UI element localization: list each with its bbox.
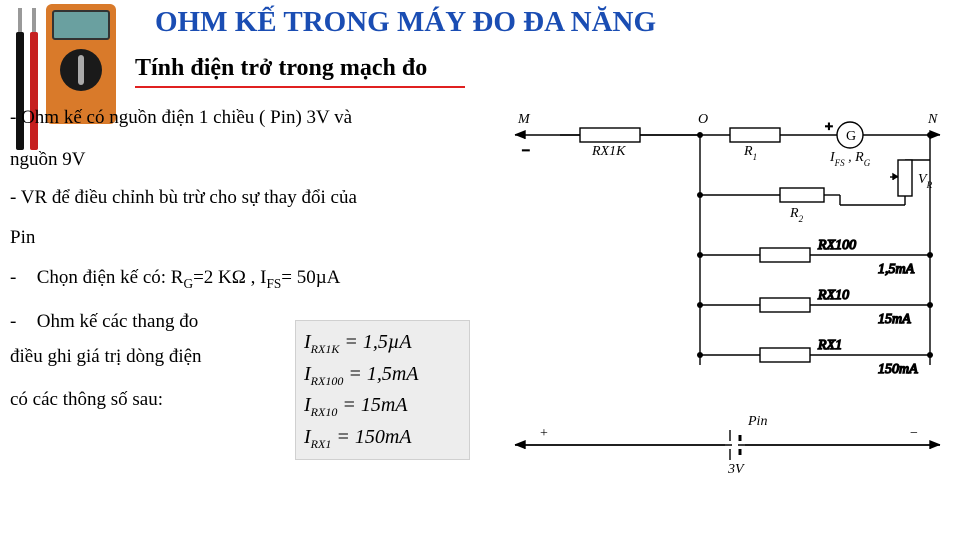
svg-text:RX1K: RX1K: [591, 144, 626, 159]
page-title: OHM KẾ TRONG MÁY ĐO ĐA NĂNG: [155, 6, 656, 39]
probe-black: [16, 8, 24, 153]
formula-box: IRX1K = 1,5µAIRX100 = 1,5mAIRX10 = 15mAI…: [295, 320, 470, 460]
body-line-5: - Chọn điện kế có: RG=2 KΩ , IFS= 50µA: [10, 266, 470, 292]
svg-text:RX10: RX10: [817, 288, 849, 303]
svg-text:N: N: [927, 112, 938, 127]
subtitle-underline: [135, 86, 465, 88]
circuit-diagram: − + RX100 1,5mA RX10 15mA RX1 150mA: [500, 95, 950, 515]
multimeter-screen: [52, 10, 110, 40]
svg-text:15mA: 15mA: [878, 312, 911, 327]
svg-text:Pin: Pin: [747, 414, 767, 429]
body-line-4: Pin: [10, 226, 470, 251]
multimeter-dial: [60, 49, 102, 91]
formula-row: IRX100 = 1,5mA: [304, 359, 461, 391]
body-line-2: nguồn 9V: [10, 148, 470, 173]
svg-text:+: +: [825, 120, 833, 135]
svg-text:RX1: RX1: [817, 338, 842, 353]
probe-red: [30, 8, 38, 153]
formula-row: IRX1K = 1,5µA: [304, 327, 461, 359]
svg-text:IFS , RG: IFS , RG: [829, 150, 871, 168]
svg-text:G: G: [846, 129, 856, 144]
formula-row: IRX1 = 150mA: [304, 422, 461, 454]
page-subtitle: Tính điện trở trong mạch đo: [135, 55, 427, 82]
svg-text:−: −: [522, 144, 530, 159]
svg-text:+: +: [540, 426, 548, 441]
svg-text:R2: R2: [789, 206, 804, 224]
svg-text:M: M: [517, 112, 531, 127]
svg-text:O: O: [698, 112, 708, 127]
multimeter-illustration: [8, 4, 128, 154]
svg-text:150mA: 150mA: [878, 362, 918, 377]
svg-text:3V: 3V: [727, 462, 745, 477]
body-line-3: - VR để điều chỉnh bù trừ cho sự thay đổ…: [10, 186, 470, 211]
svg-text:1,5mA: 1,5mA: [878, 262, 915, 277]
body-line-1: - Ohm kế có nguồn điện 1 chiều ( Pin) 3V…: [10, 106, 470, 131]
svg-text:−: −: [910, 426, 918, 441]
svg-text:R1: R1: [743, 144, 757, 162]
formula-row: IRX10 = 15mA: [304, 390, 461, 422]
svg-text:RX100: RX100: [817, 238, 856, 253]
